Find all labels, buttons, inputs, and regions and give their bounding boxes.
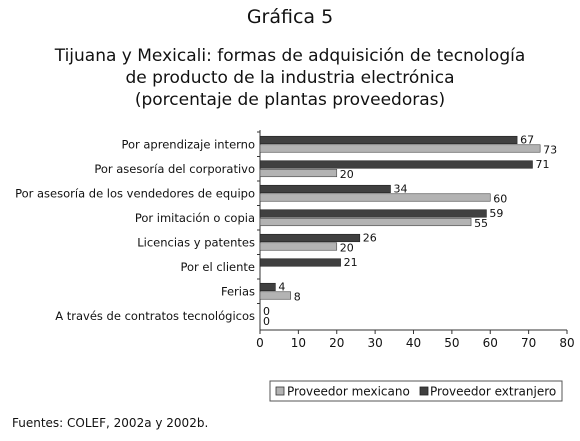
category-label: A través de contratos tecnológicos xyxy=(55,309,255,323)
chart-title-line-3: (porcentaje de plantas proveedoras) xyxy=(134,90,446,110)
legend-box xyxy=(269,380,563,402)
data-label-extranjero: 59 xyxy=(489,207,503,220)
bar-proveedor-extranjero xyxy=(259,209,487,218)
data-label-mexicano: 55 xyxy=(474,217,488,230)
category-label: Por aprendizaje interno xyxy=(121,137,255,151)
bar-proveedor-extranjero xyxy=(259,282,276,292)
x-tick-label: 20 xyxy=(329,336,344,350)
bar-proveedor-mexicano xyxy=(259,217,472,227)
data-label-extranjero: 26 xyxy=(363,231,377,244)
data-label-mexicano: 60 xyxy=(493,192,507,205)
bar-proveedor-extranjero xyxy=(259,233,361,243)
x-tick-label: 0 xyxy=(256,336,264,350)
chart-title-line-1: Tijuana y Mexicali: formas de adquisició… xyxy=(54,46,526,66)
bar-proveedor-mexicano xyxy=(259,144,541,153)
x-tick-label: 40 xyxy=(406,336,421,350)
data-label-extranjero: 0 xyxy=(263,305,270,318)
source-note: Fuentes: COLEF, 2002a y 2002b. xyxy=(12,416,209,430)
data-label-extranjero: 4 xyxy=(278,280,285,293)
category-label: Licencias y patentes xyxy=(137,235,255,249)
category-label: Por el cliente xyxy=(180,260,255,274)
data-label-mexicano: 73 xyxy=(543,143,557,156)
chart-title-line-2: de producto de la industria electrónica xyxy=(125,68,455,88)
category-label: Ferias xyxy=(221,284,255,298)
data-label-extranjero: 67 xyxy=(520,133,534,146)
figure-number: Gráfica 5 xyxy=(246,6,334,28)
legend-label-extranjero: Proveedor extranjero xyxy=(430,385,556,399)
x-tick-label: 70 xyxy=(521,336,536,350)
legend-swatch-extranjero xyxy=(419,386,429,396)
data-label-mexicano: 0 xyxy=(263,315,270,328)
category-label: Por asesoría del corporativo xyxy=(94,162,255,176)
x-tick-label: 30 xyxy=(367,336,382,350)
category-label: Por imitación o copia xyxy=(135,211,255,225)
bar-proveedor-extranjero xyxy=(259,184,391,194)
bar-proveedor-mexicano xyxy=(259,168,338,178)
data-label-extranjero: 71 xyxy=(535,158,549,171)
x-tick-label: 10 xyxy=(291,336,306,350)
legend-label-mexicano: Proveedor mexicano xyxy=(287,385,410,399)
data-label-extranjero: 21 xyxy=(344,256,358,269)
bar-proveedor-mexicano xyxy=(259,193,491,202)
x-tick-label: 50 xyxy=(444,336,459,350)
data-label-mexicano: 8 xyxy=(294,290,301,303)
bar-proveedor-extranjero xyxy=(259,258,341,267)
data-label-mexicano: 20 xyxy=(340,241,354,254)
bar-proveedor-extranjero xyxy=(259,135,518,145)
x-tick-label: 60 xyxy=(483,336,498,350)
bar-proveedor-extranjero xyxy=(259,160,533,169)
data-label-extranjero: 34 xyxy=(393,182,407,195)
x-tick-label: 80 xyxy=(559,336,574,350)
bar-proveedor-mexicano xyxy=(259,291,292,300)
bar-proveedor-mexicano xyxy=(259,242,338,251)
legend-swatch-mexicano xyxy=(275,386,285,396)
data-label-mexicano: 20 xyxy=(340,168,354,181)
category-label: Por asesoría de los vendedores de equipo xyxy=(15,186,255,200)
